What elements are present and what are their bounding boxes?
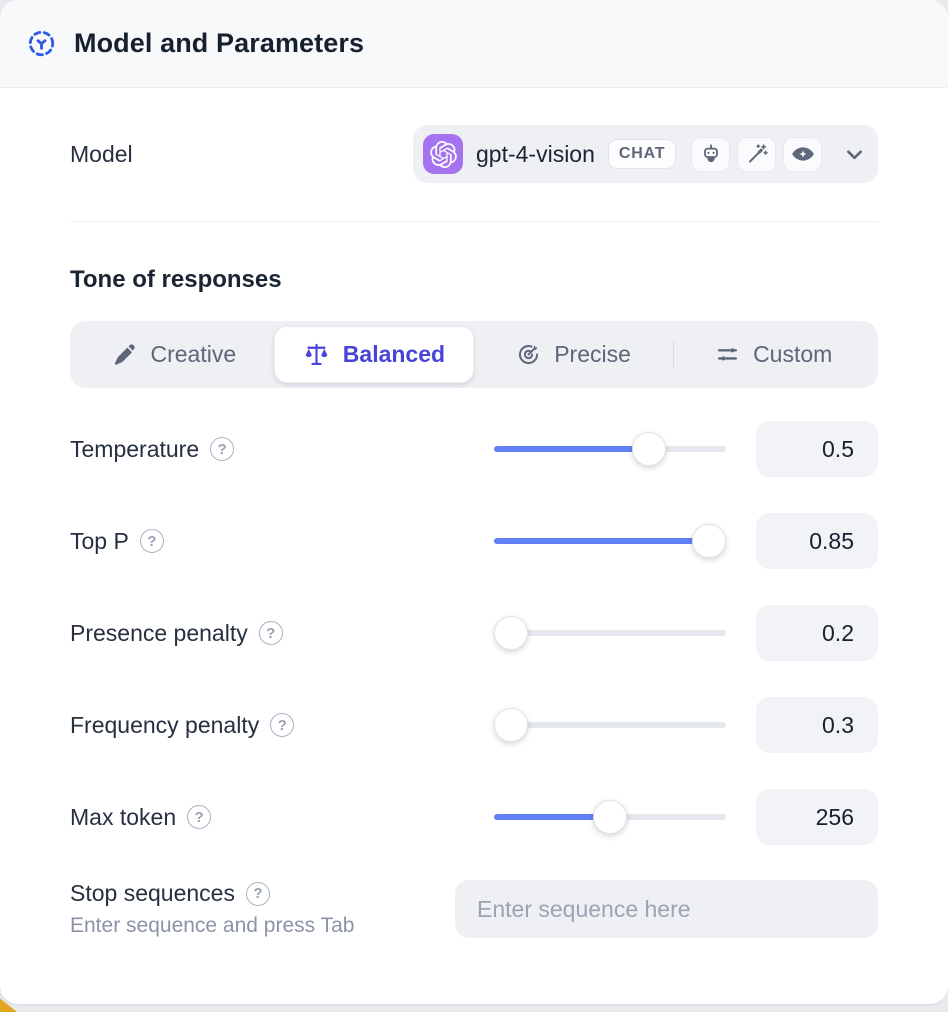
parameter-label: Presence penalty bbox=[70, 619, 248, 646]
parameter-row-frequency_penalty: Frequency penalty 0.3 bbox=[70, 696, 878, 754]
parameter-label: Max token bbox=[70, 803, 177, 830]
parameter-row-temperature: Temperature 0.5 bbox=[70, 420, 878, 478]
tone-option-precise[interactable]: Precise bbox=[474, 326, 673, 383]
tone-option-label: Precise bbox=[554, 341, 631, 367]
tone-option-label: Creative bbox=[150, 341, 237, 367]
help-icon[interactable] bbox=[270, 713, 295, 737]
slider-track[interactable] bbox=[494, 722, 726, 728]
panel-header: Model and Parameters bbox=[0, 0, 948, 88]
parameter-row-presence_penalty: Presence penalty 0.2 bbox=[70, 604, 878, 662]
slider-fill bbox=[494, 446, 649, 452]
help-icon[interactable] bbox=[245, 881, 270, 906]
slider-thumb-handle[interactable] bbox=[494, 616, 528, 650]
parameter-value: 0.3 bbox=[822, 711, 854, 738]
balance-scale-icon bbox=[303, 341, 330, 368]
parameter-label: Top P bbox=[70, 527, 129, 554]
target-icon bbox=[516, 342, 541, 367]
tone-option-label: Custom bbox=[753, 341, 833, 367]
stop-sequences-helper-text: Enter sequence and press Tab bbox=[70, 914, 355, 937]
slider-thumb-handle[interactable] bbox=[593, 800, 627, 834]
model-row: Model gpt-4-vision CHAT bbox=[70, 125, 878, 183]
magic-wand-icon bbox=[737, 136, 777, 172]
segment-divider bbox=[672, 340, 675, 369]
model-hub-icon bbox=[26, 28, 57, 59]
tone-section-heading: Tone of responses bbox=[70, 266, 282, 293]
parameter-slider[interactable] bbox=[494, 707, 726, 743]
parameter-value-field[interactable]: 0.3 bbox=[756, 697, 878, 753]
stop-sequences-row: Stop sequences Enter sequence and press … bbox=[70, 880, 878, 938]
parameter-row-max_token: Max token 256 bbox=[70, 788, 878, 846]
parameter-label: Frequency penalty bbox=[70, 711, 260, 738]
parameter-value-field[interactable]: 0.2 bbox=[756, 605, 878, 661]
model-capability-badges bbox=[691, 136, 823, 172]
stop-sequence-input[interactable] bbox=[455, 880, 878, 938]
parameter-slider[interactable] bbox=[494, 615, 726, 651]
parameter-value: 0.5 bbox=[822, 435, 854, 462]
parameter-label: Temperature bbox=[70, 435, 200, 462]
slider-thumb-handle[interactable] bbox=[692, 524, 726, 558]
help-icon[interactable] bbox=[210, 437, 235, 461]
tone-option-custom[interactable]: Custom bbox=[674, 326, 873, 383]
stop-sequences-label: Stop sequences bbox=[70, 880, 455, 907]
sliders-icon bbox=[715, 342, 740, 367]
selected-model-name: gpt-4-vision bbox=[476, 140, 595, 167]
bot-icon bbox=[691, 136, 731, 172]
model-label: Model bbox=[70, 140, 133, 167]
help-icon[interactable] bbox=[187, 805, 212, 829]
parameter-value: 0.85 bbox=[809, 527, 854, 554]
parameter-value-field[interactable]: 256 bbox=[756, 789, 878, 845]
help-icon[interactable] bbox=[258, 621, 283, 645]
parameter-list: Temperature 0.5 Top P 0.85 Presence pena… bbox=[70, 420, 878, 846]
parameter-value-field[interactable]: 0.85 bbox=[756, 513, 878, 569]
parameter-slider[interactable] bbox=[494, 523, 726, 559]
panel-title: Model and Parameters bbox=[74, 28, 365, 58]
section-divider bbox=[70, 221, 878, 222]
tone-option-creative[interactable]: Creative bbox=[75, 326, 274, 383]
openai-logo-icon bbox=[423, 134, 463, 174]
parameter-slider[interactable] bbox=[494, 799, 726, 835]
brush-icon bbox=[112, 342, 137, 367]
slider-thumb-handle[interactable] bbox=[632, 432, 667, 466]
vision-eye-icon bbox=[783, 136, 823, 172]
parameter-slider[interactable] bbox=[494, 431, 726, 467]
tone-option-balanced[interactable]: Balanced bbox=[273, 326, 475, 383]
tone-option-label: Balanced bbox=[342, 341, 446, 367]
slider-thumb-handle[interactable] bbox=[494, 708, 528, 742]
tone-segmented-control: Creative Balanced Precise Custom bbox=[70, 321, 878, 388]
slider-fill bbox=[494, 814, 610, 820]
parameter-value: 256 bbox=[815, 803, 854, 830]
parameter-row-top_p: Top P 0.85 bbox=[70, 512, 878, 570]
slider-track[interactable] bbox=[494, 630, 726, 636]
slider-fill bbox=[494, 538, 724, 544]
chevron-down-icon bbox=[841, 141, 868, 168]
model-select-dropdown[interactable]: gpt-4-vision CHAT bbox=[413, 125, 878, 183]
parameter-value: 0.2 bbox=[822, 619, 854, 646]
model-type-badge: CHAT bbox=[607, 139, 677, 169]
help-icon[interactable] bbox=[139, 529, 164, 553]
parameter-value-field[interactable]: 0.5 bbox=[756, 421, 878, 477]
